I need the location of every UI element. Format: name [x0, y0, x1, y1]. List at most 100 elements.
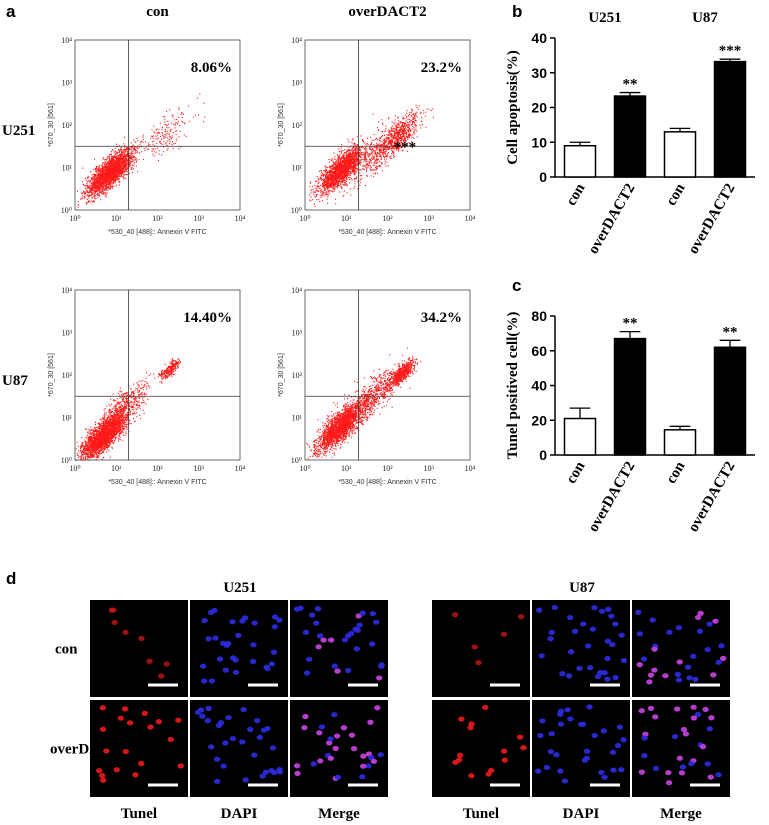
nucleus — [501, 757, 508, 763]
panel-label: b — [512, 2, 522, 21]
nucleus — [620, 737, 627, 743]
nucleus — [684, 664, 692, 670]
y-tick-label: 10² — [292, 371, 303, 380]
nucleus — [673, 706, 681, 712]
x-tick-label: con — [663, 458, 688, 486]
nucleus — [239, 739, 246, 745]
nucleus — [451, 612, 459, 618]
nucleus — [163, 661, 170, 667]
nucleus — [378, 662, 385, 668]
nucleus — [455, 757, 463, 763]
nucleus — [679, 764, 687, 770]
nucleus — [352, 626, 359, 632]
nucleus — [581, 757, 589, 763]
nucleus — [704, 761, 711, 767]
nucleus — [674, 671, 682, 677]
nucleus — [640, 656, 648, 662]
nucleus — [561, 778, 569, 784]
nucleus — [516, 734, 524, 740]
nucleus — [194, 709, 202, 715]
plot-frame — [74, 39, 241, 211]
y-tick-label: 40 — [531, 30, 547, 46]
nucleus — [699, 744, 707, 750]
nucleus — [264, 725, 271, 732]
y-tick-label: 10⁴ — [61, 36, 72, 45]
event-dots — [309, 104, 434, 207]
bar — [713, 346, 747, 456]
nucleus — [259, 773, 266, 779]
nucleus — [500, 631, 508, 637]
nucleus — [331, 712, 338, 718]
column-title: DAPI — [221, 806, 258, 822]
nucleus — [262, 769, 270, 775]
nucleus — [600, 728, 607, 734]
row-title: U87 — [2, 373, 28, 389]
y-tick-label: 0 — [539, 447, 547, 463]
nucleus — [302, 713, 309, 720]
nucleus — [373, 619, 380, 625]
nucleus — [212, 635, 219, 641]
nucleus — [138, 635, 145, 642]
nucleus — [327, 637, 335, 643]
nucleus — [704, 646, 711, 653]
nucleus — [598, 769, 605, 776]
nucleus — [718, 643, 725, 649]
nucleus — [229, 619, 236, 625]
nucleus — [694, 614, 702, 621]
nucleus — [680, 726, 688, 733]
nucleus — [535, 607, 543, 613]
nucleus — [344, 633, 352, 639]
nucleus — [553, 752, 560, 758]
nucleus — [302, 629, 310, 635]
nucleus — [620, 657, 628, 664]
nucleus — [609, 641, 616, 648]
nucleus — [325, 740, 333, 746]
x-axis-label: *530_40 [488]:: Annexin V FITC — [108, 479, 206, 486]
nucleus — [688, 761, 695, 767]
nucleus — [250, 642, 257, 648]
micrograph — [90, 600, 188, 697]
nucleus — [481, 704, 489, 711]
y-tick-label: 10⁰ — [61, 206, 72, 215]
nucleus — [327, 755, 334, 761]
bar — [663, 131, 697, 178]
nucleus — [208, 678, 216, 684]
nucleus — [333, 733, 341, 739]
nucleus — [605, 606, 612, 612]
x-tick-label: 10⁰ — [69, 464, 80, 473]
nucleus — [543, 764, 551, 770]
row-title: U251 — [2, 123, 35, 139]
nucleus — [567, 614, 574, 621]
nucleus — [365, 763, 372, 769]
nucleus — [235, 632, 242, 639]
nucleus — [215, 722, 223, 729]
nucleus — [584, 643, 592, 649]
nucleus — [559, 671, 566, 677]
nucleus — [320, 637, 327, 643]
nucleus — [612, 674, 619, 681]
nucleus — [251, 620, 258, 626]
nucleus — [99, 726, 107, 732]
nucleus — [641, 753, 648, 759]
nucleus — [121, 706, 129, 712]
nucleus — [316, 633, 324, 639]
nucleus — [305, 656, 313, 662]
y-tick-label: 20 — [531, 412, 547, 428]
nucleus — [676, 755, 684, 761]
nucleus — [618, 632, 625, 638]
nucleus — [647, 672, 655, 678]
nucleus — [647, 705, 655, 711]
column-title: Tunel — [463, 806, 499, 822]
nucleus — [710, 672, 717, 678]
nucleus — [690, 704, 697, 710]
x-tick-label: 10³ — [424, 464, 435, 473]
y-tick-label: 10¹ — [292, 164, 303, 173]
y-tick-label: 10⁰ — [291, 206, 302, 215]
nucleus — [638, 708, 645, 714]
nucleus — [557, 768, 564, 774]
y-tick-label: 80 — [531, 308, 547, 324]
nucleus — [350, 746, 358, 752]
nucleus — [345, 667, 352, 674]
nucleus — [601, 774, 608, 780]
quadrant-percentage: 23.2% — [421, 60, 462, 76]
